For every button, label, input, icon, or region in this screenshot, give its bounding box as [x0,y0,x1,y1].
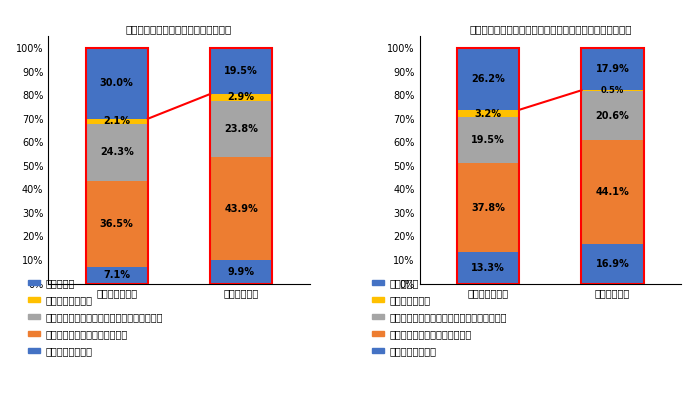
Bar [85,181,148,267]
Text: 16.9%: 16.9% [596,259,630,269]
Text: 26.2%: 26.2% [471,74,505,84]
Text: 36.5%: 36.5% [100,219,133,229]
Text: 43.9%: 43.9% [224,204,258,214]
Text: 医師の説明に納得すれば受ける: 医師の説明に納得すれば受ける [389,329,472,339]
Text: 37.8%: 37.8% [471,203,505,213]
Bar [457,163,519,252]
Text: 積極的に選択する: 積極的に選択する [389,346,436,356]
Text: 3.2%: 3.2% [475,109,502,119]
Title: 従来の治療法と再生医療が選べる場合: 従来の治療法と再生医療が選べる場合 [126,24,232,34]
Bar [85,48,148,284]
Bar [210,48,272,94]
Text: 44.1%: 44.1% [596,187,630,197]
Bar [210,101,272,157]
Bar [85,48,148,119]
Bar [457,117,519,163]
Bar [581,140,644,244]
Text: 30.0%: 30.0% [100,78,133,88]
Text: 9.9%: 9.9% [228,267,255,277]
Text: 13.3%: 13.3% [471,263,505,273]
Bar [210,157,272,260]
Bar [457,48,519,110]
Text: 2.9%: 2.9% [228,93,255,103]
Text: 各種情報を自分で確かめて納得すれば受ける: 各種情報を自分で確かめて納得すれば受ける [45,312,163,322]
Bar [85,124,148,181]
Bar [210,260,272,284]
Bar [457,252,519,284]
Text: 0.5%: 0.5% [601,86,624,95]
Bar [210,94,272,101]
Bar [457,48,519,284]
Text: わからない: わからない [389,278,419,288]
Text: 従来治療法を選択: 従来治療法を選択 [45,295,92,305]
Text: 医師の説明に納得すれば受ける: 医師の説明に納得すれば受ける [45,329,128,339]
Text: 24.3%: 24.3% [100,147,133,157]
Bar [581,91,644,140]
Bar [210,48,272,284]
Text: 19.5%: 19.5% [471,135,505,145]
Bar [581,244,644,284]
Text: 7.1%: 7.1% [103,270,130,280]
Bar [85,119,148,124]
Bar [457,110,519,117]
Text: 19.5%: 19.5% [224,66,258,76]
Text: 17.9%: 17.9% [596,64,630,74]
Bar [581,48,644,284]
Bar [581,48,644,90]
Text: 23.8%: 23.8% [224,124,258,134]
Text: 各種情報を自分で確かめて納得すれば受ける: 各種情報を自分で確かめて納得すれば受ける [389,312,507,322]
Text: わからない: わからない [45,278,75,288]
Bar [581,90,644,91]
Text: 2.1%: 2.1% [103,116,130,126]
Bar [85,267,148,284]
Text: 20.6%: 20.6% [596,111,630,121]
Text: 治療を受けない: 治療を受けない [389,295,431,305]
Title: 従来の治療法が存在せず、再生医療のみが選択できる場合: 従来の治療法が存在せず、再生医療のみが選択できる場合 [469,24,632,34]
Text: 積極的に選択する: 積極的に選択する [45,346,92,356]
